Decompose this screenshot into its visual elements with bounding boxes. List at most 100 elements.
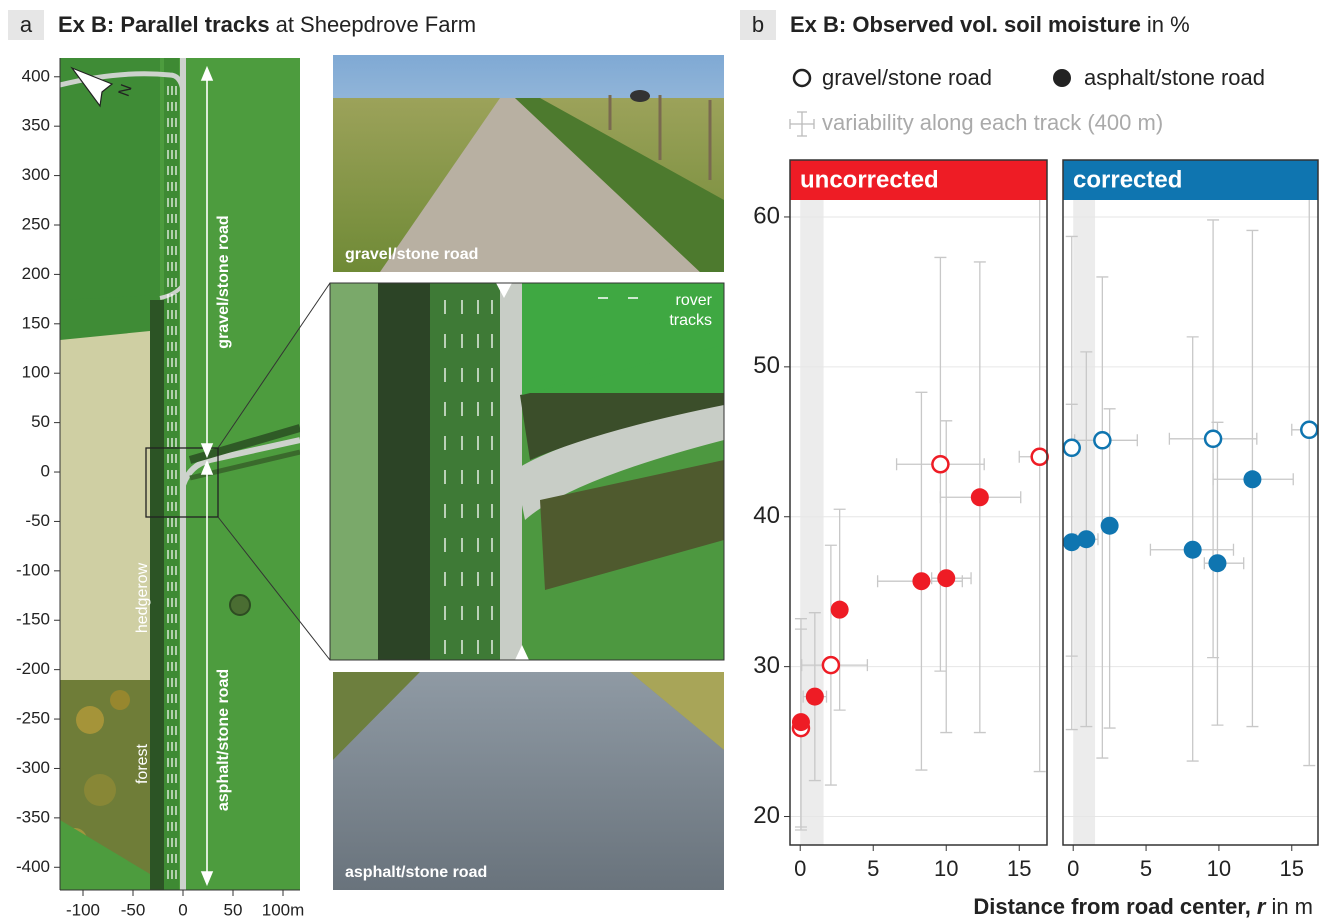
y-tick-label: 40 — [753, 502, 780, 529]
xlabel-bold: Distance from road center, — [973, 894, 1251, 919]
photo-label: asphalt/stone road — [345, 864, 487, 881]
y-tick-label: 20 — [753, 802, 780, 829]
plot-frame — [789, 159, 1048, 846]
y-tick-label: -50 — [25, 511, 50, 530]
aerial-inset: rover tracks — [330, 283, 724, 660]
point — [805, 687, 824, 706]
photo-label: gravel/stone road — [345, 246, 478, 263]
legend-marker — [792, 68, 812, 88]
extent-arrows — [200, 65, 214, 887]
inset-legend: tracks — [669, 312, 712, 329]
map-label: hedgerow — [134, 562, 151, 633]
panel-label: b — [752, 12, 764, 37]
y-tick-label: 250 — [22, 214, 50, 233]
point — [970, 488, 989, 507]
y-tick-label: 400 — [22, 66, 50, 85]
panel-label-box — [8, 10, 44, 40]
xlabel-rest: in m — [1271, 894, 1313, 919]
y-tick-label: -100 — [16, 560, 50, 579]
north-label: N — [116, 82, 136, 99]
point — [791, 713, 810, 732]
aerial-map — [60, 58, 300, 890]
y-tick-label: 300 — [22, 165, 50, 184]
point — [1208, 554, 1227, 573]
y-tick-label: 350 — [22, 116, 50, 135]
y-tick-label: 0 — [41, 462, 50, 481]
error-bar-y — [1103, 408, 1116, 729]
zoom-line — [217, 516, 331, 661]
y-tick-label: 50 — [31, 412, 50, 431]
x-tick-label: 50 — [224, 900, 243, 919]
map-road-label: asphalt/stone road — [215, 669, 232, 811]
y-tick-label: 200 — [22, 264, 50, 283]
y-tick-label: -300 — [16, 758, 50, 777]
x-tick-label: 5 — [867, 856, 879, 881]
x-tick-label: 0 — [1067, 856, 1079, 881]
y-tick-label: 100 — [22, 363, 50, 382]
photo-gravel: gravel/stone road — [333, 55, 724, 272]
x-tick-label: 5 — [1140, 856, 1152, 881]
plot-background — [790, 160, 1047, 845]
title-rest: at Sheepdrove Farm — [276, 12, 477, 37]
panel-title: Ex B: Parallel tracks at Sheepdrove Farm — [58, 12, 476, 37]
panel-label: a — [20, 12, 33, 37]
y-tick-label: -200 — [16, 659, 50, 678]
y-tick-label: 60 — [753, 202, 780, 229]
plot-background — [1063, 160, 1318, 845]
x-tick-label: 15 — [1007, 856, 1031, 881]
x-tick-label: 0 — [178, 900, 187, 919]
y-tick-label: 30 — [753, 652, 780, 679]
point — [1183, 540, 1202, 559]
point — [1062, 438, 1081, 458]
x-axis-label: Distance from road center, r in m — [973, 894, 1313, 919]
legend-label[interactable]: asphalt/stone road — [1084, 65, 1265, 90]
point — [912, 572, 931, 591]
y-tick-label: -400 — [16, 857, 50, 876]
point — [830, 600, 849, 619]
title-rest: in % — [1147, 12, 1190, 37]
legend-errorbar — [789, 111, 815, 137]
inset-legend: rover — [676, 292, 713, 309]
y-tick-label: -250 — [16, 709, 50, 728]
x-tick-label: 15 — [1280, 856, 1304, 881]
y-tick-label: 50 — [753, 352, 780, 379]
road-band — [1073, 200, 1096, 845]
point — [1030, 447, 1049, 467]
x-tick-label: 10 — [1207, 856, 1231, 881]
point — [1062, 533, 1081, 552]
point — [821, 655, 841, 675]
x-tick-label: 10 — [934, 856, 958, 881]
inset-frame — [329, 282, 725, 661]
panel-header-label: uncorrected — [800, 166, 939, 193]
map-road-label: gravel/stone road — [215, 215, 232, 348]
panel-header — [790, 160, 1047, 200]
point — [1300, 420, 1319, 440]
map-label: forest — [134, 743, 151, 784]
point — [1203, 429, 1223, 449]
title-bold: Ex B: Parallel tracks — [58, 12, 270, 37]
point — [937, 569, 956, 588]
photo-asphalt: asphalt/stone road — [333, 672, 724, 890]
x-tick-label: -100 — [66, 900, 100, 919]
error-bar-y — [1211, 421, 1224, 726]
point — [1077, 530, 1096, 549]
y-tick-label: -350 — [16, 807, 50, 826]
plot-frame — [1062, 159, 1319, 846]
road-band — [800, 200, 824, 845]
panel-header-label: corrected — [1073, 166, 1182, 193]
x-tick-label: 0 — [794, 856, 806, 881]
zoom-box — [145, 447, 219, 518]
point — [1093, 431, 1112, 450]
legend-label: variability along each track (400 m) — [822, 110, 1163, 135]
title-bold: Ex B: Observed vol. soil moisture — [790, 12, 1141, 37]
panel-title: Ex B: Observed vol. soil moisture in % — [790, 12, 1190, 37]
x-tick-label: 100m — [262, 900, 305, 919]
point — [1243, 470, 1262, 489]
zoom-line — [217, 282, 331, 449]
legend-label[interactable]: gravel/stone road — [822, 65, 992, 90]
xlabel-var: r — [1257, 894, 1267, 919]
legend-marker — [1053, 69, 1071, 87]
x-tick-label: -50 — [121, 900, 146, 919]
panel-header — [1063, 160, 1318, 200]
